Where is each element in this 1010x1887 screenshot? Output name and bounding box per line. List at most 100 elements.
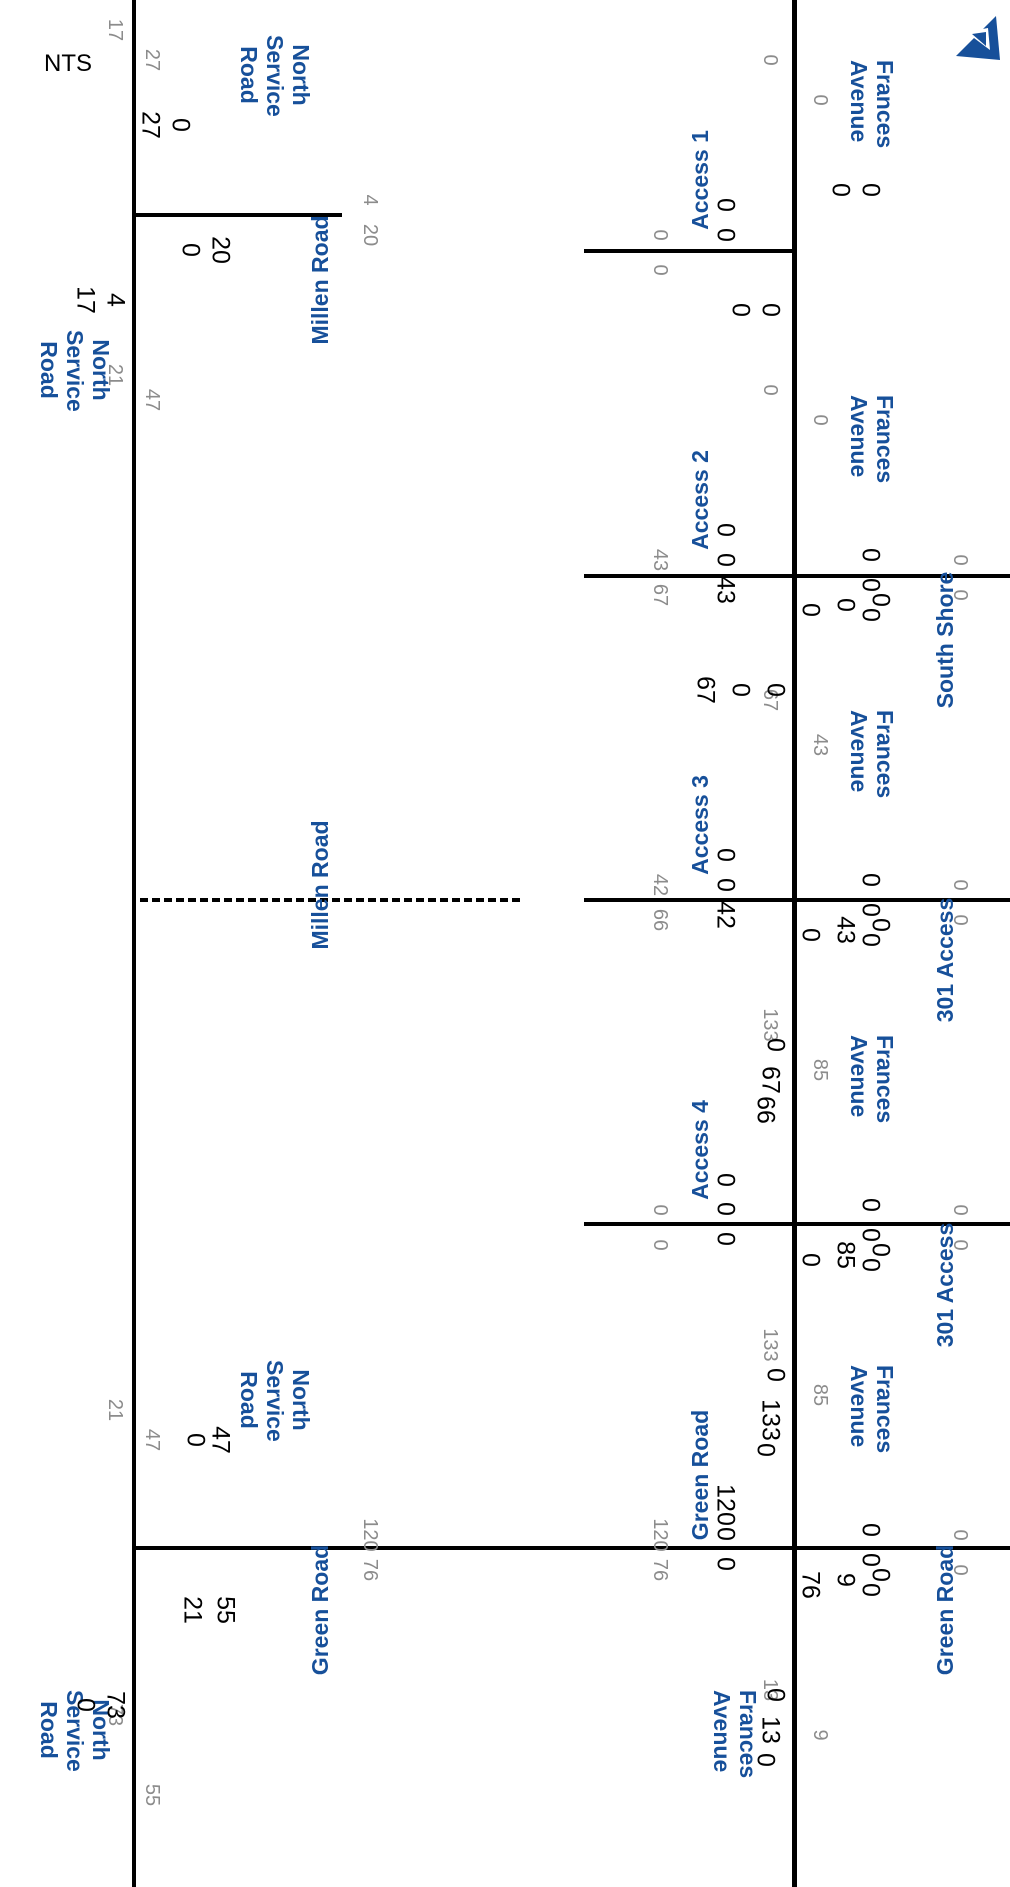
seg-fr-south-sb: 9 (809, 1729, 831, 1741)
d-wb-l: 0 (711, 523, 740, 537)
b-sb-t: 85 (831, 1241, 860, 1269)
b-eb-l: 0 (856, 1198, 885, 1212)
seg-a2-eb: 67 (649, 583, 671, 607)
c-sb-r: 0 (866, 918, 895, 932)
g-nb-t: 13 (756, 1716, 785, 1744)
seg-a4-eb: 0 (649, 1239, 671, 1251)
b-sb-l: 0 (796, 1253, 825, 1267)
seg-ss-wb-west: 0 (949, 554, 971, 566)
c-eb-l: 0 (856, 873, 885, 887)
seg-fr-north-nb: 0 (759, 54, 781, 66)
d-eb-r: 0 (856, 608, 885, 622)
ng-nb-r: 73 (101, 1691, 130, 1719)
seg-a2-wb: 43 (649, 548, 671, 572)
ng-eb-l: 55 (211, 1596, 240, 1624)
access-1-road (584, 249, 792, 253)
c-nb-t: 67 (756, 1066, 785, 1094)
seg-fr-gr-301b-nb: 133 (759, 1328, 781, 1362)
g-wb-l: 120 (711, 1484, 740, 1526)
seg-fr-ss-301-sb: 43 (809, 733, 831, 757)
seg-nsr-gr-mr-sb: 47 (141, 1428, 163, 1452)
e-wb-r: 0 (711, 228, 740, 242)
g-eb-l: 0 (856, 1523, 885, 1537)
seg-ss-west-eb: 0 (949, 589, 971, 601)
b-eb-t: 0 (856, 1228, 885, 1242)
nm-eb-l: 20 (206, 236, 235, 264)
seg-a1-eb: 0 (649, 264, 671, 276)
c-nb-r: 66 (751, 1096, 780, 1124)
ng-sb-t: 0 (181, 1433, 210, 1447)
ng-eb-r: 21 (178, 1596, 207, 1624)
b-wb-r: 0 (711, 1232, 740, 1246)
g-sb-l: 76 (796, 1571, 825, 1599)
b-nb-t: 133 (756, 1399, 785, 1441)
label-access-2: Access 2 (687, 450, 713, 550)
green-road-road (132, 1546, 1010, 1550)
label-millen-road: Millen Road (307, 215, 333, 345)
ng-sb-l: 47 (206, 1426, 235, 1454)
g-eb-r: 0 (856, 1583, 885, 1597)
g-sb-t: 9 (831, 1573, 860, 1587)
seg-fr-301b-301-nb: 133 (759, 1008, 781, 1042)
c-sb-t: 43 (831, 916, 860, 944)
label-access-4: Access 4 (687, 1100, 713, 1200)
d-nb-l: 0 (761, 683, 790, 697)
seg-gr-wb-west: 0 (949, 1529, 971, 1541)
seg-gr-mid-wb: 120 (649, 1518, 671, 1552)
ng-nb-t: 0 (71, 1698, 100, 1712)
label-frances-avenue-4: Frances Avenue (846, 1035, 898, 1124)
g-wb-r: 0 (711, 1557, 740, 1571)
seg-nsr-south-sb: 55 (141, 1783, 163, 1807)
seg-gr-mid-eb: 76 (649, 1558, 671, 1582)
seg-a1-wb: 0 (649, 229, 671, 241)
c-wb-r: 42 (711, 901, 740, 929)
label-north-service-road-3: North Service Road (236, 1360, 314, 1442)
d-wb-t: 0 (711, 553, 740, 567)
label-frances-avenue-5: Frances Avenue (846, 1365, 898, 1454)
b-wb-t: 0 (711, 1202, 740, 1216)
label-access-1: Access 1 (687, 130, 713, 230)
g-nb-l: 0 (761, 1688, 790, 1702)
seg-nsr-mr-north-sb: 27 (141, 48, 163, 72)
seg-nsr-gr-mr-nb: 21 (104, 1398, 126, 1422)
d-wb-r: 43 (711, 576, 740, 604)
seg-mr-wb: 4 (359, 194, 381, 206)
c-eb-t: 0 (856, 903, 885, 917)
seg-a3-eb: 66 (649, 908, 671, 932)
c-sb-l: 0 (796, 928, 825, 942)
label-frances-avenue-2: Frances Avenue (846, 395, 898, 484)
seg-a4-wb: 0 (649, 1204, 671, 1216)
frances-avenue-road (792, 0, 797, 1887)
d-eb-t: 0 (856, 578, 885, 592)
label-green-road-nsr: Green Road (307, 1544, 333, 1676)
d-nb-r: 67 (691, 676, 720, 704)
d-nb-t: 0 (726, 683, 755, 697)
nm-nb-l: 4 (101, 293, 130, 307)
label-green-road-east: Green Road (687, 1409, 713, 1541)
label-north-service-road-2: North Service Road (36, 330, 114, 412)
e-sb-l: 0 (826, 183, 855, 197)
g-wb-t: 0 (711, 1527, 740, 1541)
d-eb-l: 0 (856, 548, 885, 562)
b-sb-r: 0 (866, 1243, 895, 1257)
nm-sb-t: 27 (136, 111, 165, 139)
e-sb-t: 0 (856, 183, 885, 197)
nm-sb-r: 0 (166, 118, 195, 132)
seg-a301-wb-west: 0 (949, 879, 971, 891)
seg-gr-east-eb: 76 (359, 1558, 381, 1582)
seg-a301b-west-eb: 0 (949, 1239, 971, 1251)
e-nb-t: 0 (756, 303, 785, 317)
c-eb-r: 0 (856, 933, 885, 947)
seg-fr-ss-a1-sb: 0 (809, 414, 831, 426)
g-eb-t: 0 (856, 1553, 885, 1567)
label-access-3: Access 3 (687, 775, 713, 875)
seg-gr-east-wb: 120 (359, 1518, 381, 1552)
label-frances-avenue-1: Frances Avenue (846, 60, 898, 149)
d-sb-l: 0 (796, 603, 825, 617)
e-wb-l: 0 (711, 198, 740, 212)
nm-eb-r: 0 (176, 243, 205, 257)
b-eb-r: 0 (856, 1258, 885, 1272)
north-arrow-icon (956, 16, 1000, 60)
seg-a3-wb: 42 (649, 873, 671, 897)
